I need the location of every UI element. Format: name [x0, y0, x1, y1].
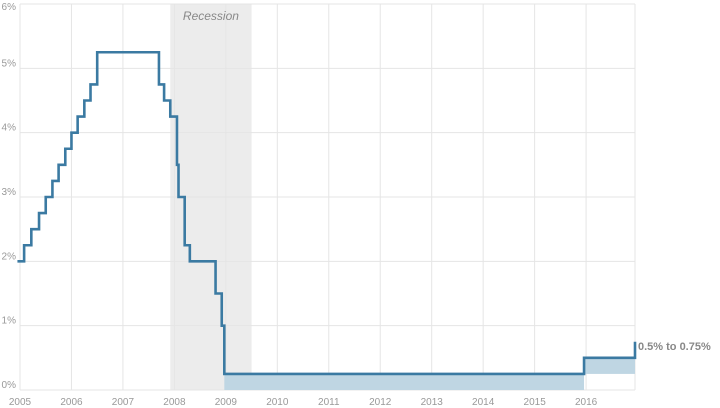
x-tick-label: 2005	[9, 397, 32, 408]
y-tick-label: 4%	[2, 123, 17, 134]
y-tick-label: 3%	[2, 187, 17, 198]
rate-step-line	[17, 50, 637, 376]
x-tick-label: 2009	[215, 397, 238, 408]
x-tick-label: 2015	[524, 397, 547, 408]
x-tick-label: 2007	[112, 397, 135, 408]
target-range-segment	[224, 373, 585, 390]
y-tick-label: 6%	[2, 2, 17, 13]
rate-series	[17, 50, 637, 376]
target-range-segment	[584, 357, 635, 374]
y-tick-label: 2%	[2, 251, 17, 262]
y-tick-label: 5%	[2, 58, 17, 69]
x-tick-label: 2006	[60, 397, 83, 408]
x-tick-label: 2013	[421, 397, 444, 408]
x-tick-label: 2011	[318, 397, 340, 408]
target-range-band	[224, 357, 635, 390]
y-tick-label: 0%	[2, 380, 17, 391]
recession-label: Recession	[183, 9, 239, 23]
y-tick-label: 1%	[2, 316, 17, 327]
x-tick-label: 2016	[575, 397, 598, 408]
grid-layer	[19, 3, 636, 391]
x-tick-label: 2012	[369, 397, 392, 408]
x-tick-label: 2010	[266, 397, 289, 408]
end-value-label: 0.5% to 0.75%	[638, 341, 711, 353]
x-tick-label: 2014	[472, 397, 495, 408]
x-tick-label: 2008	[163, 397, 186, 408]
labels-layer: Recession 0% 1% 2% 3% 4% 5% 6% 2005 2006 2007 2008 2…	[2, 2, 711, 408]
